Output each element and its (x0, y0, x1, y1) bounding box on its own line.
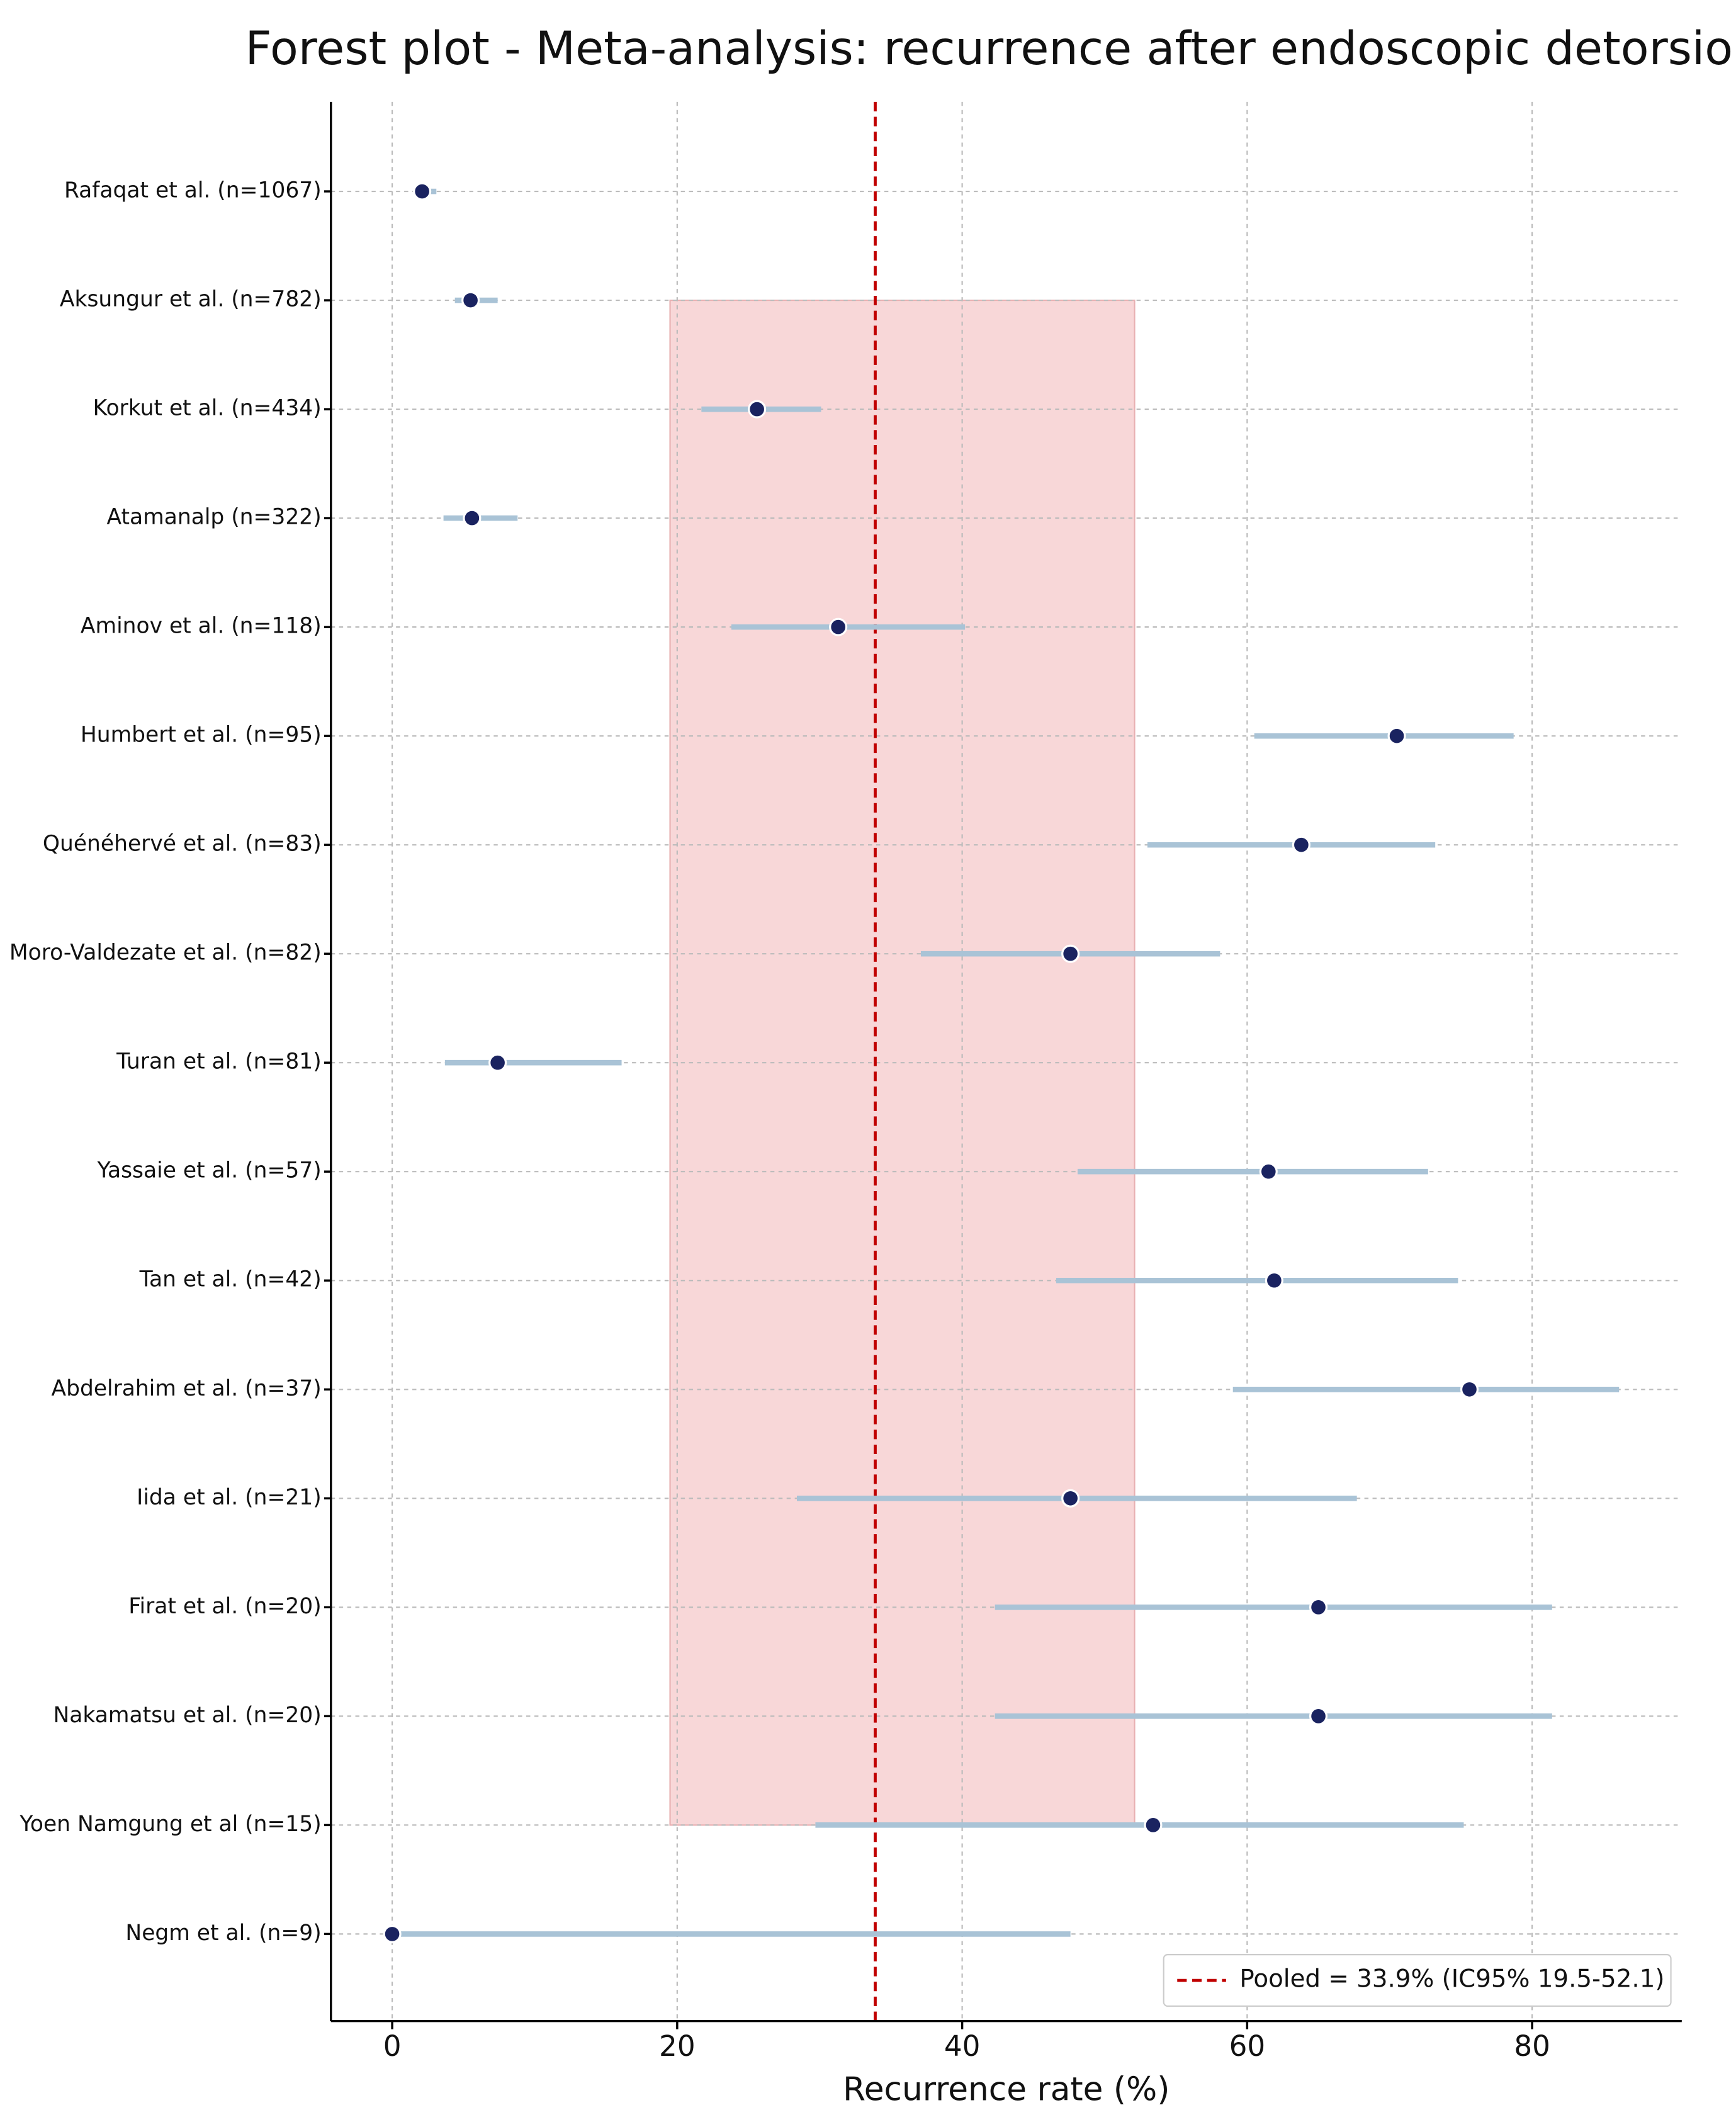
y-tick-label: Humbert et al. (n=95) (81, 723, 322, 748)
point (1265, 1271, 1283, 1290)
legend-label: Pooled = 33.9% (IC95% 19.5-52.1) (1239, 1965, 1664, 1994)
y-tick-label: Aksungur et al. (n=782) (60, 287, 322, 312)
point (748, 400, 767, 419)
point (829, 618, 848, 636)
y-tick-label: Abdelrahim et al. (n=37) (52, 1376, 322, 1401)
point (1144, 1815, 1163, 1834)
point (461, 291, 480, 310)
y-tick-label: Turan et al. (n=81) (116, 1049, 322, 1075)
y-tick-label: Yassaie et al. (n=57) (97, 1158, 322, 1183)
y-tick-label: Tan et al. (n=42) (139, 1267, 322, 1292)
y-tick-label: Firat et al. (n=20) (128, 1594, 321, 1619)
y-tick-label: Nakamatsu et al. (n=20) (54, 1703, 322, 1728)
x-tick-label: 0 (383, 2029, 402, 2063)
x-tick-label: 20 (659, 2029, 696, 2063)
point (383, 1924, 402, 1943)
y-tick-label: Rafaqat et al. (n=1067) (64, 178, 322, 203)
point (1309, 1707, 1328, 1725)
y-tick-label: Quénéhervé et al. (n=83) (43, 832, 322, 857)
point (1460, 1380, 1479, 1399)
x-tick-label: 80 (1514, 2029, 1550, 2063)
y-tick-label: Aminov et al. (n=118) (81, 614, 322, 639)
point (1061, 944, 1080, 963)
point (1292, 835, 1310, 854)
x-tick-label: 40 (944, 2029, 981, 2063)
y-tick-label: Korkut et al. (n=434) (93, 396, 322, 421)
point (488, 1053, 507, 1072)
point (1259, 1162, 1278, 1181)
y-tick-label: Iida et al. (n=21) (137, 1485, 321, 1510)
y-tick-label: Yoen Namgung et al (n=15) (19, 1812, 321, 1837)
chart-title: Forest plot - Meta-analysis: recurrence … (245, 22, 1736, 76)
legend-box (1163, 1954, 1672, 2007)
y-tick-label: Negm et al. (n=9) (125, 1921, 321, 1946)
point (1061, 1489, 1080, 1508)
point (463, 509, 482, 528)
point (413, 182, 432, 201)
point (1309, 1598, 1328, 1616)
x-tick-label: 60 (1229, 2029, 1266, 2063)
x-axis-label: Recurrence rate (%) (843, 2071, 1170, 2109)
y-tick-label: Moro-Valdezate et al. (n=82) (9, 940, 322, 966)
point (1387, 726, 1406, 745)
y-tick-label: Atamanalp (n=322) (107, 505, 322, 530)
